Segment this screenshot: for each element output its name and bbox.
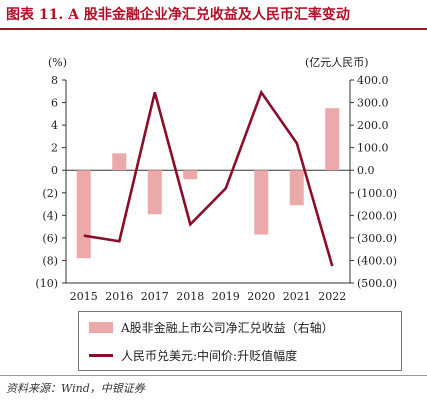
right-axis-tick-label: (500.0) xyxy=(357,277,397,290)
legend-swatch-bar xyxy=(89,321,113,333)
line-path xyxy=(83,89,334,267)
right-axis-unit-label: (亿元人民币) xyxy=(305,56,369,69)
right-axis: 400.0 300.0 200.0 100.0 0.0 (100.0) (200.0) (30… xyxy=(350,74,397,290)
source-note: 资料来源：Wind，中银证券 xyxy=(6,382,145,395)
bar xyxy=(289,170,304,206)
legend-label-line: 人民币兑美元:中间价:升贬值幅度 xyxy=(121,348,298,363)
right-axis-tick-label: (100.0) xyxy=(357,187,397,200)
left-axis-tick-label: 2 xyxy=(51,142,58,155)
x-axis-tick-label: 2016 xyxy=(105,290,133,303)
x-axis-tick-label: 2015 xyxy=(70,290,98,303)
left-axis-tick-label: 8 xyxy=(51,74,58,87)
left-axis-tick-label: (2) xyxy=(42,187,58,200)
x-axis-tick-label: 2022 xyxy=(318,290,346,303)
left-axis-tick-label: 0 xyxy=(51,164,58,177)
right-axis-tick-label: 100.0 xyxy=(357,142,389,155)
bar xyxy=(147,170,162,215)
x-axis-tick-label: 2019 xyxy=(212,290,240,303)
bar xyxy=(112,153,127,171)
x-axis-tick-label: 2017 xyxy=(141,290,169,303)
right-axis-tick-label: (400.0) xyxy=(357,254,397,267)
x-axis-tick-label: 2020 xyxy=(247,290,275,303)
chart: 8 6 4 2 0 (2) (4) (6) (8) (10) 400.0 300.0 200.0 100… xyxy=(35,56,397,303)
right-axis-tick-label: (300.0) xyxy=(357,232,397,245)
x-axis: 2015 2016 2017 2018 2019 2020 2021 2022 xyxy=(70,290,347,303)
figure-title: 图表 11. A 股非金融企业净汇兑收益及人民币汇率变动 xyxy=(6,7,350,23)
right-axis-tick-label: (200.0) xyxy=(357,209,397,222)
x-axis-tick-label: 2018 xyxy=(176,290,204,303)
legend-label-bar: A股非金融上市公司净汇兑收益（右轴） xyxy=(121,320,334,335)
left-axis-tick-label: (10) xyxy=(35,277,58,290)
right-axis-tick-label: 300.0 xyxy=(357,97,389,110)
source-rule xyxy=(0,375,427,376)
legend-swatch-line xyxy=(89,353,113,357)
left-axis: 8 6 4 2 0 (2) (4) (6) (8) (10) xyxy=(35,74,66,290)
legend-item-bar: A股非金融上市公司净汇兑收益（右轴） xyxy=(89,317,334,337)
right-axis-tick-label: 0.0 xyxy=(357,164,375,177)
left-axis-tick-label: 4 xyxy=(51,119,58,132)
left-axis-unit-label: (%) xyxy=(48,56,67,69)
title-rule xyxy=(0,28,427,30)
x-axis-tick-label: 2021 xyxy=(283,290,311,303)
left-axis-tick-label: (8) xyxy=(42,254,58,267)
left-axis-tick-label: 6 xyxy=(51,97,58,110)
left-axis-tick-label: (4) xyxy=(42,209,58,222)
right-axis-tick-label: 400.0 xyxy=(357,74,389,87)
bar xyxy=(76,170,91,259)
bar-series xyxy=(76,108,340,259)
right-axis-tick-label: 200.0 xyxy=(357,119,389,132)
legend-item-line: 人民币兑美元:中间价:升贬值幅度 xyxy=(89,345,297,365)
bar xyxy=(183,170,198,180)
bar xyxy=(254,170,269,235)
left-axis-tick-label: (6) xyxy=(42,232,58,245)
line-series xyxy=(83,89,334,267)
legend: A股非金融上市公司净汇兑收益（右轴） 人民币兑美元:中间价:升贬值幅度 xyxy=(78,311,402,371)
bar xyxy=(325,108,340,171)
